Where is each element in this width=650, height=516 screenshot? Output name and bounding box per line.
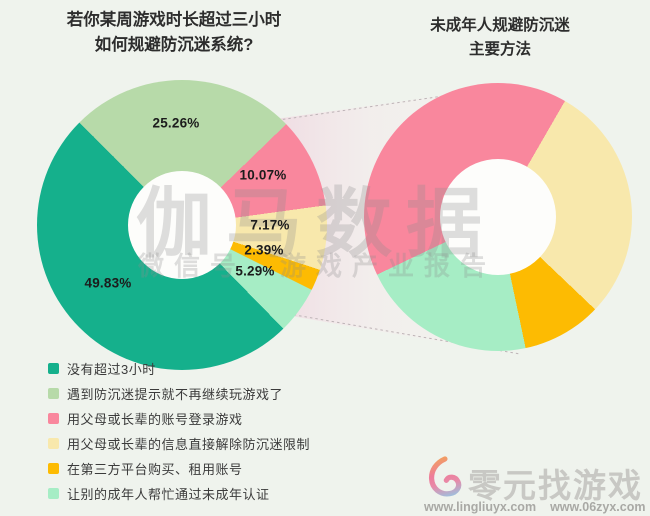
donut-hole xyxy=(440,159,556,275)
slice-label-teal: 49.83% xyxy=(84,275,132,291)
legend-label: 在第三方平台购买、租用账号 xyxy=(67,461,243,477)
right-chart-title-line2: 主要方法 xyxy=(468,41,531,58)
legend-label: 用父母或长辈的信息直接解除防沉迷限制 xyxy=(67,436,311,452)
legend-item: 让别的成年人帮忙通过未成年认证 xyxy=(48,486,310,502)
legend-label: 没有超过3小时 xyxy=(67,361,156,377)
legend-swatch xyxy=(48,462,59,474)
left-chart-title-line2: 如何规避防沉迷系统? xyxy=(94,36,254,54)
legend-swatch xyxy=(48,387,59,399)
legend-label: 用父母或长辈的账号登录游戏 xyxy=(67,411,243,427)
left-chart-title-line1: 若你某周游戏时长超过三小时 xyxy=(66,11,282,29)
donut-hole xyxy=(128,171,236,279)
legend-item: 没有超过3小时 xyxy=(48,361,310,377)
footer-brand-text: 零元找游戏 xyxy=(468,467,643,504)
legend-swatch xyxy=(48,362,59,374)
slice-label-mint: 5.29% xyxy=(235,263,275,279)
legend-item: 遇到防沉迷提示就不再继续玩游戏了 xyxy=(48,386,310,402)
footer-url-06zyx: www.06zyx.com xyxy=(550,500,646,514)
chart-legend: 没有超过3小时遇到防沉迷提示就不再继续玩游戏了 用父母或长辈的账号登录游戏用父母或… xyxy=(48,361,311,502)
right-donut-chart xyxy=(364,83,632,351)
legend-item: 在第三方平台购买、租用账号 xyxy=(48,461,310,477)
legend-label: 遇到防沉迷提示就不再继续玩游戏了 xyxy=(67,386,284,402)
footer-urls: www.lingliuyx.com www.06zyx.com xyxy=(424,500,645,514)
legend-item: 用父母或长辈的账号登录游戏 xyxy=(48,411,310,427)
left-chart-title: 若你某周游戏时长超过三小时 如何规避防沉迷系统? xyxy=(18,8,330,58)
legend-swatch xyxy=(48,437,59,449)
right-chart-title-line1: 未成年人规避防沉迷 xyxy=(430,17,570,34)
slice-label-green: 25.26% xyxy=(152,115,200,131)
slice-label-cream: 7.17% xyxy=(250,217,290,233)
legend-item: 用父母或长辈的信息直接解除防沉迷限制 xyxy=(48,436,311,452)
legend-swatch xyxy=(48,412,59,424)
slice-label-pink: 10.07% xyxy=(239,167,287,183)
swirl-logo-icon xyxy=(428,456,462,497)
legend-label: 让别的成年人帮忙通过未成年认证 xyxy=(67,486,270,502)
footer-url-lingliuyx: www.lingliuyx.com xyxy=(424,500,537,514)
right-chart-title: 未成年人规避防沉迷 主要方法 xyxy=(374,14,626,62)
slice-label-orange: 2.39% xyxy=(244,242,284,258)
left-donut-chart xyxy=(37,80,327,370)
legend-swatch xyxy=(48,487,59,499)
